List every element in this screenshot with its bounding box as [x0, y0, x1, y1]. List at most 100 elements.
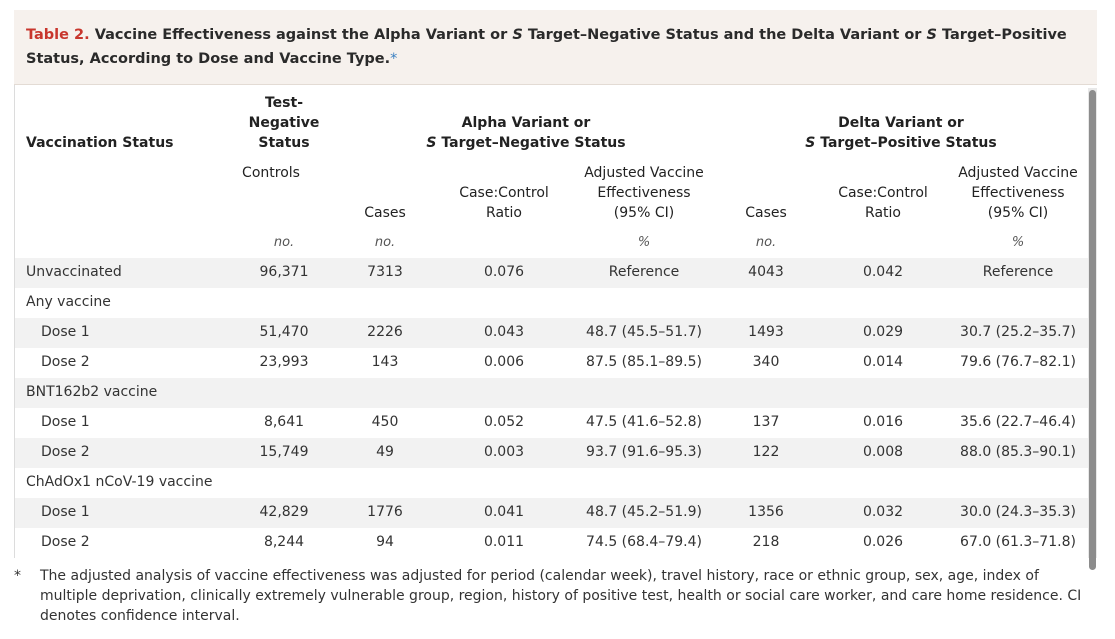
cell-delta-ave: 88.0 (85.3–90.1)	[960, 444, 1076, 460]
cell-controls: 15,749	[259, 444, 309, 460]
cell-controls: 8,641	[263, 414, 305, 430]
cell-alpha-cases: 450	[371, 414, 399, 430]
cell-delta-cases: 4043	[748, 264, 784, 280]
header-delta-ave-3: (95% CI)	[987, 205, 1049, 221]
header-alpha-2-text: Target–Negative Status	[436, 135, 626, 151]
cell-alpha-ave: 48.7 (45.5–51.7)	[586, 324, 702, 340]
row-dose-label: Dose 1	[41, 414, 90, 430]
header-alpha-ave-2: Effectiveness	[597, 185, 691, 201]
header-alpha-ratio-1: Case:Control	[459, 185, 549, 201]
row-dose-label: Dose 1	[41, 324, 90, 340]
cell-delta-cases: 1493	[748, 324, 784, 340]
cell-alpha-ave: 48.7 (45.2–51.9)	[586, 504, 702, 520]
title-text-2: Target–Negative Status and the Delta Var…	[522, 27, 927, 43]
cell-delta-cases: 1356	[748, 504, 784, 520]
cell-delta-ave: 30.0 (24.3–35.3)	[960, 504, 1076, 520]
cell-delta-ave: 67.0 (61.3–71.8)	[960, 534, 1076, 550]
cell-controls: 8,244	[263, 534, 305, 550]
header-test-negative-2: Negative	[248, 115, 320, 131]
header-delta-ratio-2: Ratio	[865, 205, 901, 221]
cell-alpha-cases: 1776	[367, 504, 403, 520]
row-group-label: ChAdOx1 nCoV-19 vaccine	[26, 474, 213, 490]
cell-alpha-cases: 49	[376, 444, 394, 460]
title-footnote-link[interactable]: *	[390, 51, 398, 67]
header-delta-2-text: Target–Positive Status	[815, 135, 997, 151]
header-alpha-cases: Cases	[364, 205, 406, 221]
table-row: Any vaccine	[15, 288, 1088, 318]
cell-controls: 51,470	[259, 324, 309, 340]
cell-controls: 23,993	[259, 354, 309, 370]
cell-alpha-ratio: 0.011	[483, 534, 525, 550]
cell-alpha-cases: 94	[376, 534, 394, 550]
table-row: Unvaccinated 96,371 7313 0.076 Reference 4043…	[15, 258, 1088, 288]
cell-alpha-ratio: 0.006	[483, 354, 525, 370]
row-dose-label: Dose 2	[41, 444, 90, 460]
header-delta-ratio-1: Case:Control	[838, 185, 928, 201]
table-row: Dose 1 8,641 450 0.052 47.5 (41.6–52.8) 137 0.…	[15, 408, 1088, 438]
table-row: BNT162b2 vaccine	[15, 378, 1088, 408]
units-alpha-cases: no.	[374, 235, 396, 250]
cell-delta-ratio: 0.016	[862, 414, 904, 430]
header-delta-1: Delta Variant or	[838, 115, 964, 131]
cell-alpha-ratio: 0.076	[483, 264, 525, 280]
cell-delta-ave: Reference	[982, 264, 1054, 280]
cell-delta-cases: 340	[752, 354, 780, 370]
header-delta-cases: Cases	[745, 205, 787, 221]
cell-delta-cases: 122	[752, 444, 780, 460]
header-delta-ave-2: Effectiveness	[971, 185, 1065, 201]
cell-delta-ave: 35.6 (22.7–46.4)	[960, 414, 1076, 430]
cell-alpha-cases: 143	[371, 354, 399, 370]
header-alpha-1: Alpha Variant or	[461, 115, 591, 131]
header-delta-s: S	[805, 135, 816, 151]
table-row: Dose 2 23,993 143 0.006 87.5 (85.1–89.5) 340 0…	[15, 348, 1088, 378]
cell-alpha-ratio: 0.043	[483, 324, 525, 340]
row-dose-label: Dose 2	[41, 354, 90, 370]
table-row: Dose 2 8,244 94 0.011 74.5 (68.4–79.4) 218 0.0…	[15, 528, 1088, 558]
cell-delta-ave: 30.7 (25.2–35.7)	[960, 324, 1076, 340]
units-delta-ave: %	[1011, 235, 1025, 250]
header-alpha-s: S	[426, 135, 437, 151]
header-alpha-ave-1: Adjusted Vaccine	[584, 165, 704, 181]
footnote-marker: *	[14, 568, 21, 584]
cell-alpha-ave: 47.5 (41.6–52.8)	[586, 414, 702, 430]
cell-delta-ratio: 0.042	[862, 264, 904, 280]
cell-delta-ratio: 0.014	[862, 354, 904, 370]
scrollbar-thumb[interactable]	[1089, 90, 1096, 570]
row-dose-label: Dose 2	[41, 534, 90, 550]
table-row: Dose 1 51,470 2226 0.043 48.7 (45.5–51.7) 149…	[15, 318, 1088, 348]
cell-delta-ratio: 0.008	[862, 444, 904, 460]
units-controls: no.	[273, 235, 295, 250]
table-row: Dose 2 15,749 49 0.003 93.7 (91.6–95.3) 122 0.…	[15, 438, 1088, 468]
title-text-1: Vaccine Effectiveness against the Alpha …	[89, 27, 513, 43]
footnote-text: The adjusted analysis of vaccine effecti…	[40, 568, 1082, 624]
table-scrollbar[interactable]	[1088, 88, 1097, 570]
title-s-2: S	[926, 27, 937, 43]
header-test-negative-1: Test-	[264, 95, 304, 111]
cell-alpha-cases: 2226	[367, 324, 403, 340]
header-delta-2: S Target–Positive Status	[805, 133, 997, 153]
table-row: ChAdOx1 nCoV-19 vaccine	[15, 468, 1088, 498]
header-controls: Controls	[242, 165, 300, 181]
cell-alpha-ave: 93.7 (91.6–95.3)	[586, 444, 702, 460]
cell-delta-ratio: 0.029	[862, 324, 904, 340]
cell-alpha-ratio: 0.003	[483, 444, 525, 460]
cell-delta-ratio: 0.032	[862, 504, 904, 520]
header-alpha-ratio-2: Ratio	[486, 205, 522, 221]
header-alpha-2: S Target–Negative Status	[426, 133, 625, 153]
row-dose-label: Dose 1	[41, 504, 90, 520]
header-delta-ave-1: Adjusted Vaccine	[958, 165, 1078, 181]
cell-alpha-ratio: 0.041	[483, 504, 525, 520]
row-group-label: Any vaccine	[26, 294, 111, 310]
cell-alpha-cases: 7313	[367, 264, 403, 280]
cell-alpha-ave: 74.5 (68.4–79.4)	[586, 534, 702, 550]
cell-alpha-ratio: 0.052	[483, 414, 525, 430]
cell-alpha-ave: Reference	[608, 264, 680, 280]
title-s-1: S	[512, 27, 523, 43]
table-title: Table 2. Vaccine Effectiveness against t…	[14, 10, 1097, 85]
cell-delta-ave: 79.6 (76.7–82.1)	[960, 354, 1076, 370]
title-text-3: Target–Positive Status, According to Dos…	[26, 27, 1067, 67]
cell-delta-ratio: 0.026	[862, 534, 904, 550]
row-group-label: Unvaccinated	[26, 264, 122, 280]
data-table: Vaccination Status Test- Negative Status…	[14, 85, 1088, 558]
cell-delta-cases: 137	[752, 414, 780, 430]
